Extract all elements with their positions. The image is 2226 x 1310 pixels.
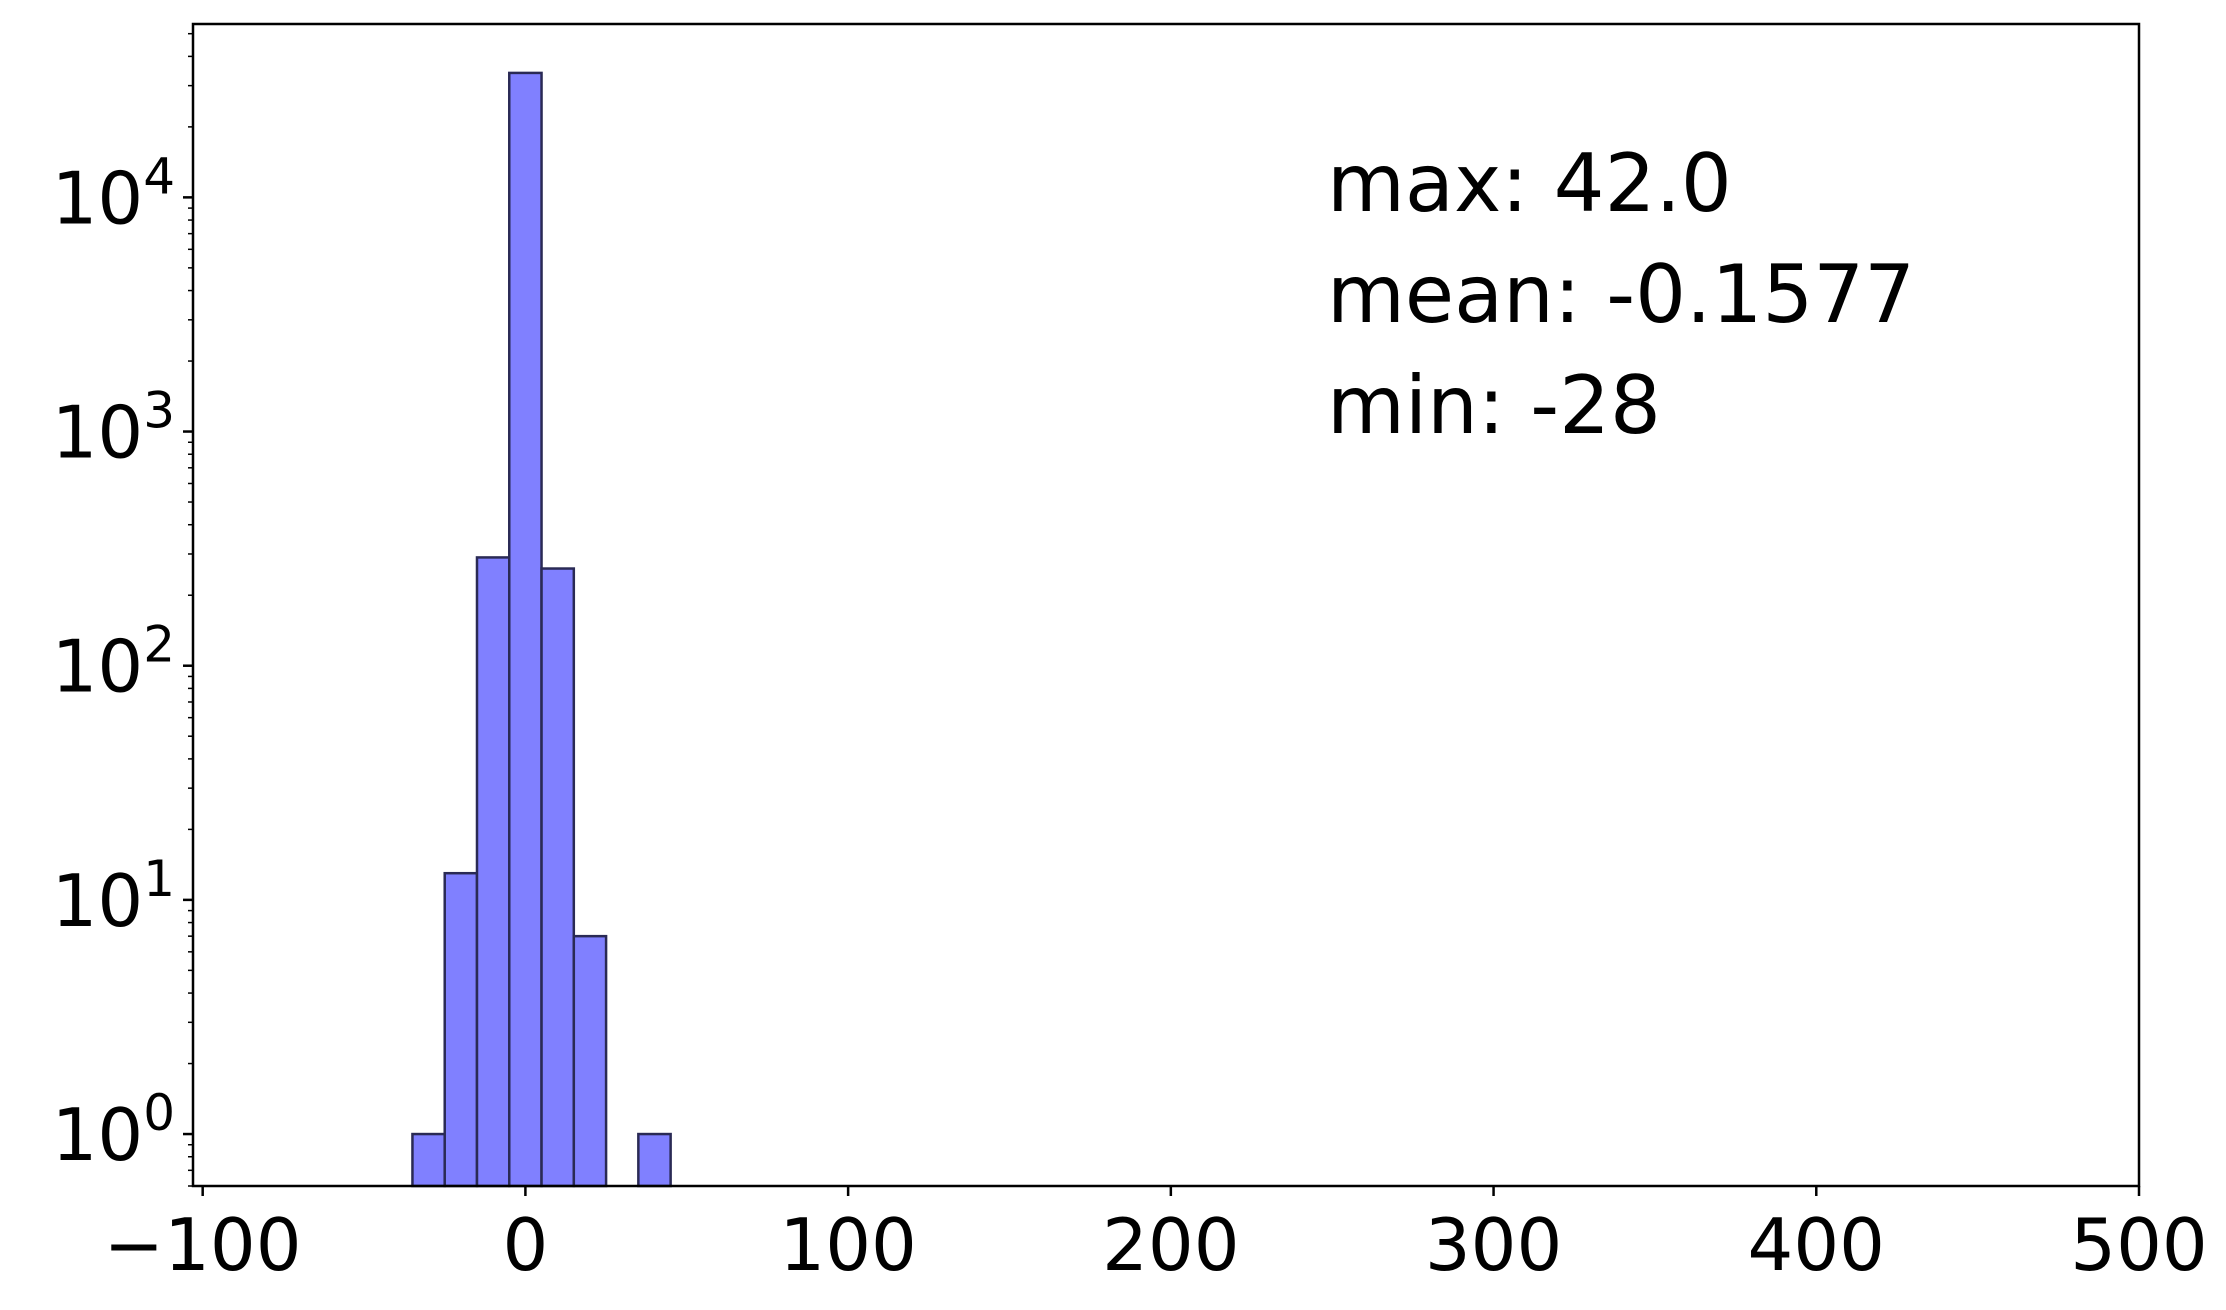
histogram-bars [411, 71, 672, 1188]
y-tick-base: 10 [52, 156, 144, 240]
x-tick-label: 300 [1425, 1203, 1562, 1287]
y-tick-exponent: 2 [143, 616, 175, 674]
x-tick-label: 100 [779, 1203, 916, 1287]
histogram-bar [411, 1132, 446, 1188]
histogram-bar [637, 1132, 672, 1188]
histogram-bar [475, 556, 511, 1188]
y-tick-exponent: 3 [143, 382, 175, 440]
x-tick-label: 400 [1748, 1203, 1885, 1287]
y-tick-exponent: 1 [143, 850, 175, 908]
min-annotation: min: -28 [1327, 359, 1661, 452]
y-tick-exponent: 0 [143, 1084, 175, 1142]
y-tick-label: 101 [52, 850, 175, 943]
y-tick-base: 10 [52, 859, 144, 943]
y-tick-base: 10 [52, 1093, 144, 1177]
x-tick-label: 200 [1102, 1203, 1239, 1287]
stats-annotation: max: 42.0 mean: -0.1577 min: -28 [1327, 137, 1915, 452]
y-tick-label: 104 [52, 147, 175, 240]
x-tick-label: −100 [104, 1203, 302, 1287]
y-tick-base: 10 [52, 391, 144, 475]
histogram-bar [540, 567, 576, 1188]
histogram-bar [572, 934, 608, 1188]
histogram-bar [508, 71, 543, 1188]
y-tick-exponent: 4 [143, 147, 175, 205]
histogram-bar [443, 871, 479, 1188]
y-tick-label: 102 [52, 616, 175, 709]
y-tick-label: 100 [52, 1084, 175, 1177]
y-tick-base: 10 [52, 625, 144, 709]
x-tick-label: 0 [502, 1203, 548, 1287]
y-tick-label: 103 [52, 382, 175, 475]
mean-annotation: mean: -0.1577 [1327, 248, 1915, 341]
x-axis: −100 0 100 200 300 400 500 [104, 1186, 2208, 1287]
max-annotation: max: 42.0 [1327, 137, 1732, 230]
x-tick-label: 500 [2070, 1203, 2207, 1287]
plot-frame [191, 22, 2141, 1188]
